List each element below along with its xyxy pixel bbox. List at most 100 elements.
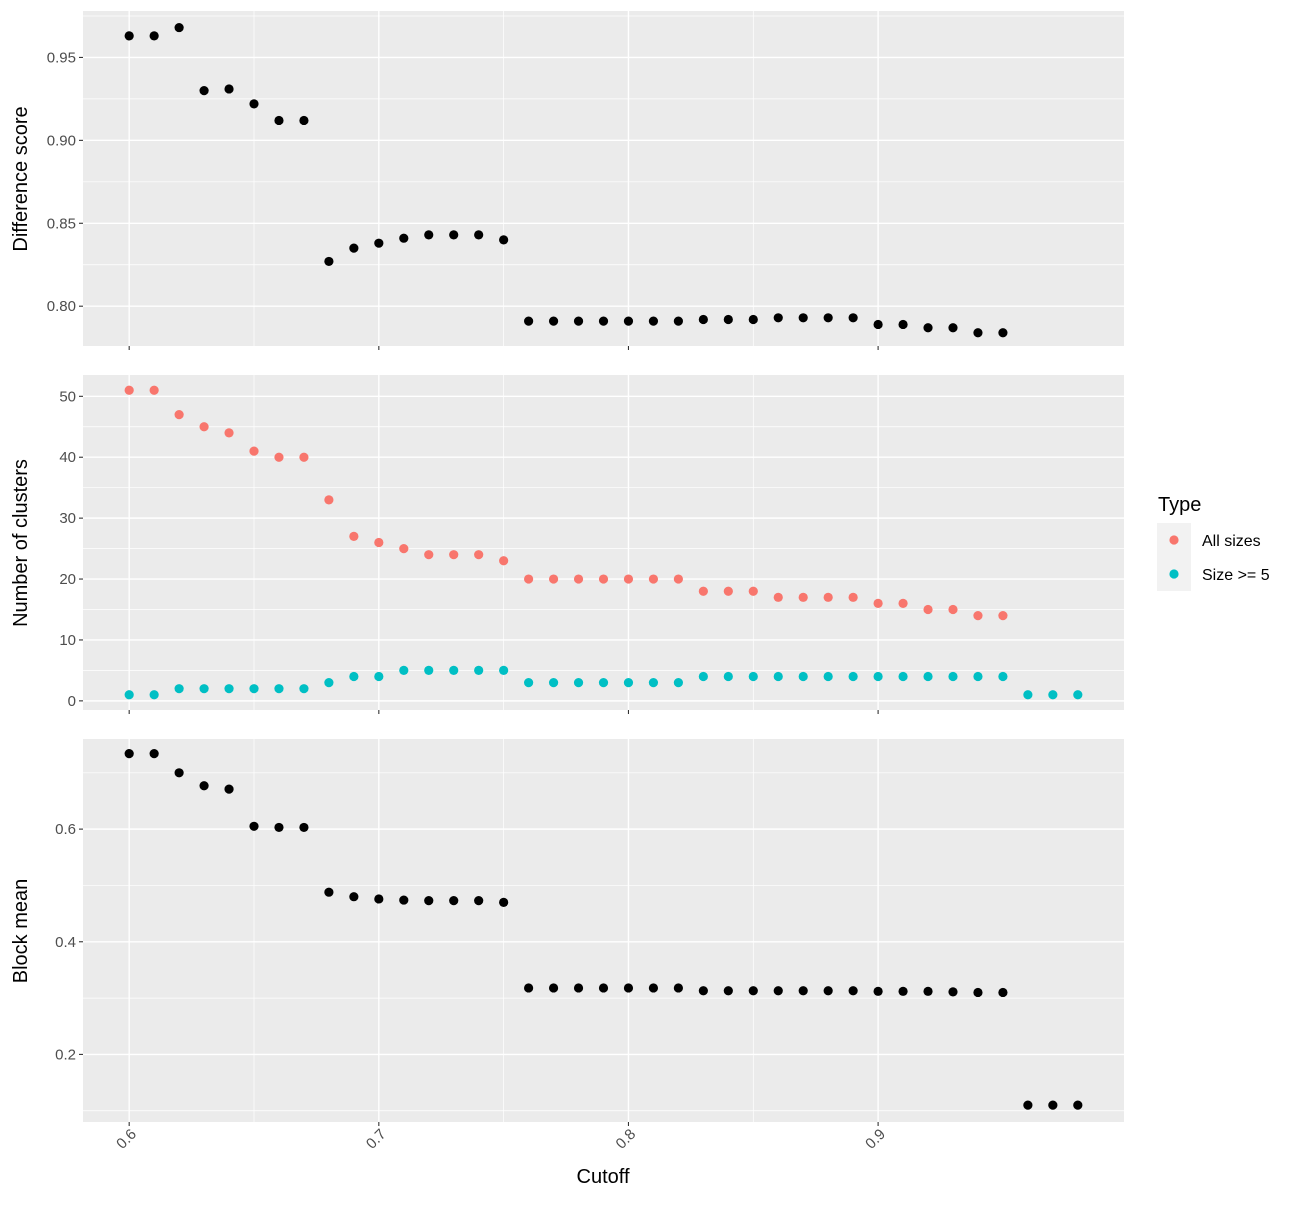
data-point (1073, 690, 1083, 700)
data-point (773, 592, 783, 602)
data-point (199, 684, 209, 694)
data-point (823, 592, 833, 602)
data-point (848, 986, 858, 996)
data-point (698, 671, 708, 682)
data-point (598, 574, 609, 584)
data-point (524, 316, 534, 326)
data-point (399, 895, 409, 905)
data-point (623, 983, 634, 993)
data-point (598, 677, 609, 688)
data-point (324, 495, 334, 505)
data-point (299, 115, 309, 126)
data-point (349, 892, 359, 902)
y-tick-label: 0.4 (55, 934, 76, 951)
data-point (199, 781, 209, 791)
data-point (798, 986, 808, 996)
data-point (998, 671, 1008, 682)
y-tick-label: 0.2 (55, 1046, 76, 1063)
data-point (524, 677, 534, 688)
data-point (748, 986, 758, 996)
panel-background (83, 375, 1124, 710)
data-point (773, 313, 783, 323)
x-axis-title: Cutoff (577, 1166, 630, 1188)
data-point (149, 385, 159, 395)
data-point (174, 684, 184, 694)
data-point (124, 385, 134, 395)
data-point (374, 671, 384, 682)
data-point (973, 671, 983, 682)
data-point (548, 316, 559, 326)
data-point (299, 684, 309, 694)
x-tick-label: 0.8 (613, 1126, 640, 1153)
data-point (898, 319, 908, 330)
data-point (948, 987, 958, 997)
data-point (324, 256, 334, 267)
data-point (149, 31, 159, 41)
data-point (773, 986, 783, 996)
data-point (848, 313, 858, 323)
data-point (823, 671, 833, 682)
data-point (174, 22, 184, 33)
data-point (1023, 690, 1033, 700)
data-point (199, 86, 209, 96)
y-tick-label: 30 (59, 510, 76, 527)
data-point (449, 665, 459, 676)
x-tick-label: 0.6 (113, 1126, 140, 1153)
data-point (823, 313, 833, 323)
data-point (224, 784, 234, 794)
data-point (149, 749, 159, 759)
data-point (174, 409, 184, 420)
data-point (548, 677, 559, 688)
y-tick-label: 50 (59, 388, 76, 405)
data-point (698, 986, 708, 996)
data-point (474, 550, 484, 560)
data-point (1048, 690, 1058, 700)
data-point (449, 230, 459, 240)
data-point (873, 986, 883, 996)
data-point (474, 230, 484, 240)
data-point (948, 671, 958, 682)
data-point (623, 677, 634, 688)
legend: Type All sizes Size >= 5 (1157, 494, 1270, 591)
data-point (848, 592, 858, 602)
data-point (424, 230, 434, 240)
data-point (124, 690, 134, 700)
data-point (798, 671, 808, 682)
data-point (349, 671, 359, 682)
data-point (923, 986, 933, 996)
data-point (598, 316, 609, 326)
data-point (948, 323, 958, 333)
legend-entry: Size >= 5 (1157, 557, 1270, 591)
y-tick-label: 0.6 (55, 821, 76, 838)
data-point (773, 671, 783, 682)
series-size-5 (124, 665, 1083, 700)
data-point (723, 314, 733, 325)
y-tick-label: 0.90 (47, 132, 76, 149)
data-point (274, 822, 284, 833)
data-point (548, 983, 559, 993)
data-point (673, 983, 683, 993)
data-point (249, 821, 259, 831)
panel-3: 0.2 0.4 0.6 Block mean (10, 739, 1124, 1126)
data-point (998, 610, 1008, 621)
data-point (124, 749, 134, 759)
data-point (673, 677, 683, 688)
y-tick-label: 10 (59, 632, 76, 649)
data-point (648, 574, 659, 584)
data-point (274, 684, 284, 694)
y-axis-title: Block mean (10, 879, 32, 984)
data-point (399, 543, 409, 554)
data-point (623, 574, 634, 584)
data-point (499, 897, 509, 907)
data-point (723, 586, 733, 596)
panel-2: 0 10 20 30 40 50 Number of clusters (10, 375, 1124, 714)
data-point (374, 894, 384, 904)
data-point (199, 422, 209, 432)
data-point (349, 243, 359, 253)
data-point (299, 452, 309, 462)
data-point (723, 986, 733, 996)
data-point (374, 537, 384, 548)
data-point (274, 452, 284, 462)
